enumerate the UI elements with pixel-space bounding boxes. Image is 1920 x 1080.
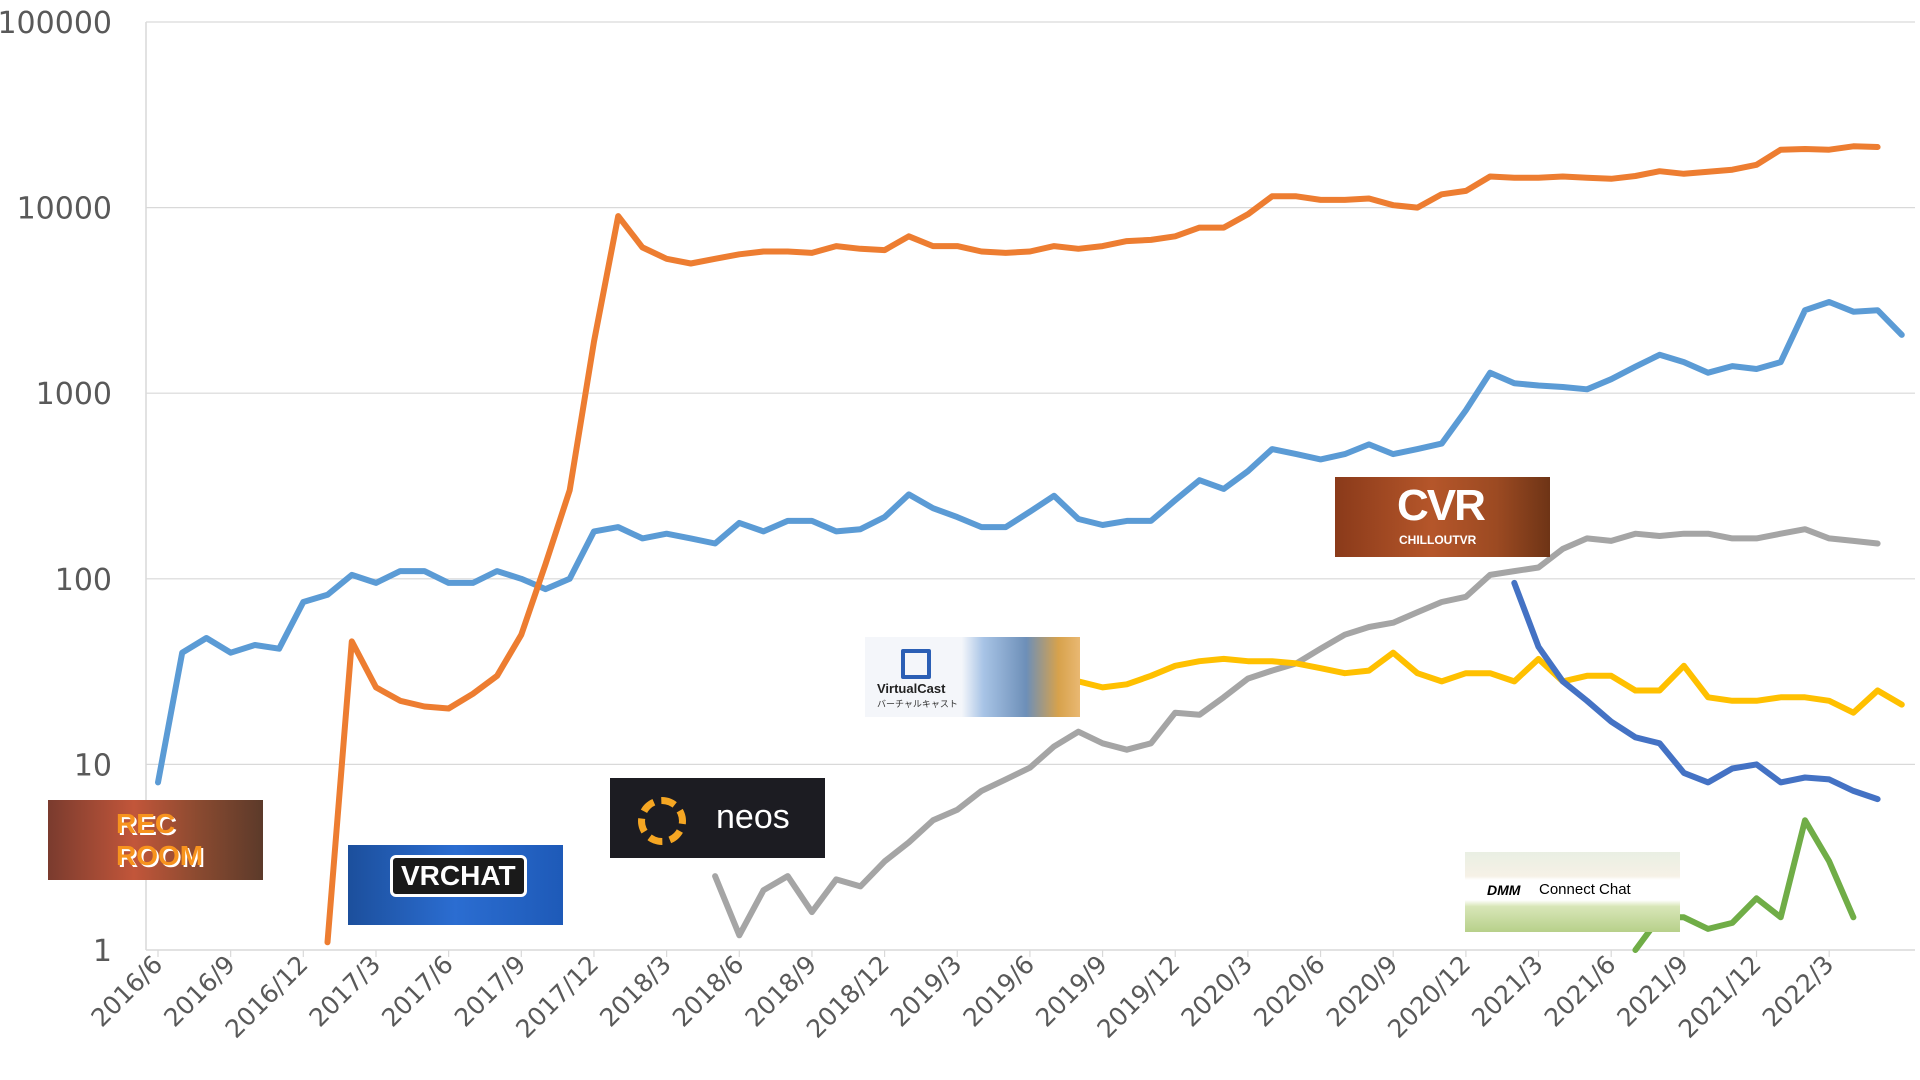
vrchat-logo-text: VRCHAT [390, 855, 527, 897]
x-tick-label: 2022/3 [1757, 950, 1840, 1033]
neos-logo: neos [610, 778, 825, 858]
series-line-neos [712, 526, 1881, 939]
neos-logo-text: neos [716, 798, 790, 836]
series-line-virtualcast [1075, 649, 1905, 716]
recroom-logo-line2: ROOM [116, 840, 204, 871]
chilloutvr-logo: CVR CHILLOUTVR [1335, 477, 1550, 557]
y-tick-label: 10000 [17, 192, 112, 227]
series-line-chilloutvr [1511, 579, 1881, 803]
x-tick-label: 2019/3 [885, 950, 968, 1033]
series-line-rec-room [155, 299, 1905, 786]
series-line-vrchat [324, 143, 1881, 946]
x-tick-label: 2019/6 [957, 950, 1040, 1033]
chilloutvr-logo-text: CVR [1397, 481, 1486, 530]
x-tick-label: 2017/6 [376, 950, 459, 1033]
x-tick-label: 2020/3 [1175, 950, 1258, 1033]
x-tick-label: 2017/3 [304, 950, 387, 1033]
dmm-connect-chat-logo: DMM Connect Chat [1465, 852, 1680, 932]
x-tick-label: 2021/3 [1466, 950, 1549, 1033]
series-lines [155, 143, 1905, 953]
dmm-logo-text: DMM [1487, 882, 1521, 898]
y-tick-label: 10 [74, 748, 112, 783]
axes [145, 22, 1915, 951]
x-tick-label: 2018/6 [667, 950, 750, 1033]
recroom-logo: REC ROOM [48, 800, 263, 880]
y-tick-label: 100000 [0, 6, 112, 41]
virtualcast-logo-text: VirtualCast [877, 681, 946, 696]
x-tick-label: 2021/6 [1539, 950, 1622, 1033]
virtualcast-mark-icon [901, 649, 931, 679]
y-tick-labels: 1 10 100 1000 10000 100000 [0, 6, 112, 969]
dmm-logo-subtext: Connect Chat [1539, 881, 1631, 898]
x-tick-label: 2018/3 [594, 950, 677, 1033]
y-tick-label: 1000 [36, 377, 112, 412]
chilloutvr-logo-subtext: CHILLOUTVR [1399, 533, 1477, 547]
vrchat-logo: VRCHAT [348, 845, 563, 925]
x-tick-label: 2020/6 [1248, 950, 1331, 1033]
y-tick-label: 100 [55, 563, 112, 598]
virtualcast-logo: VirtualCast バーチャルキャスト [865, 637, 1080, 717]
x-tick-labels: 2016/62016/92016/122017/32017/62017/9201… [86, 950, 1840, 1044]
recroom-logo-line1: REC [116, 808, 176, 839]
y-tick-label: 1 [93, 934, 112, 969]
virtualcast-logo-subtext: バーチャルキャスト [877, 699, 958, 709]
neos-ring-icon [638, 797, 686, 845]
